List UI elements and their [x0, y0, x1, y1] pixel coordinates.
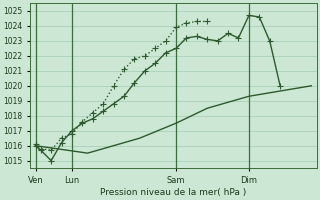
- X-axis label: Pression niveau de la mer( hPa ): Pression niveau de la mer( hPa ): [100, 188, 247, 197]
